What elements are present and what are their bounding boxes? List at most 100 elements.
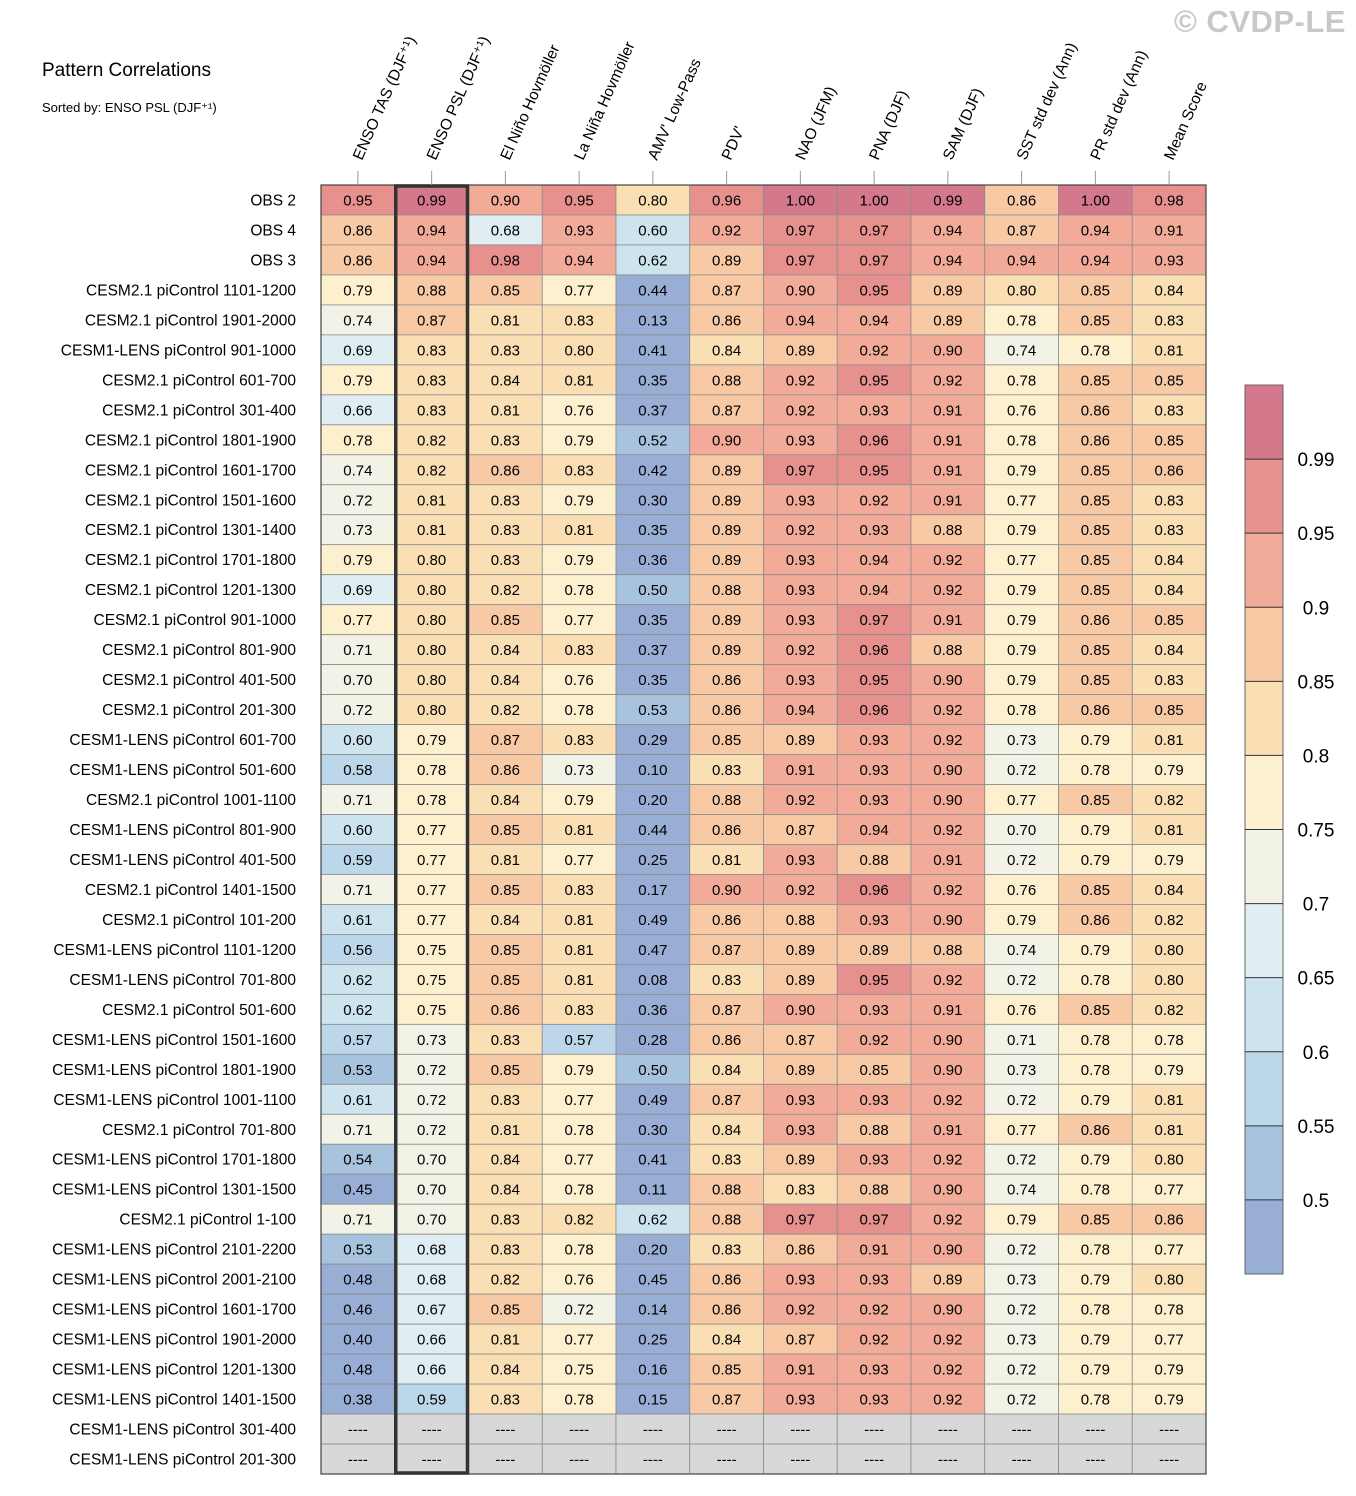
cell-value: 0.99	[417, 192, 446, 209]
cell-value: 0.79	[1007, 612, 1036, 629]
heatmap-cell	[394, 784, 469, 815]
cell-value: 0.73	[1007, 1272, 1036, 1289]
heatmap-cell	[394, 814, 469, 845]
heatmap-cell	[615, 1353, 691, 1385]
heatmap-cell	[689, 904, 764, 935]
cell-value: 0.93	[786, 1392, 815, 1409]
cell-value: 0.86	[712, 672, 741, 689]
cell-value: 0.75	[417, 1002, 446, 1019]
cell-value: 0.89	[712, 492, 741, 509]
cell-value: 0.97	[860, 1212, 889, 1229]
cell-value: 0.94	[417, 252, 446, 269]
cell-value: 0.93	[860, 1152, 889, 1169]
cell-value: 0.73	[417, 1032, 446, 1049]
cell-value: 0.92	[786, 522, 815, 539]
heatmap-cell	[910, 963, 986, 995]
cell-value: 0.82	[491, 702, 520, 719]
cell-value: 0.81	[491, 1122, 520, 1139]
heatmap-cell	[320, 1023, 396, 1055]
cell-value: 0.83	[417, 342, 446, 359]
cell-value: 0.79	[565, 432, 594, 449]
cell-value: 0.93	[860, 1272, 889, 1289]
cell-value: 0.81	[712, 852, 741, 869]
heatmap-cell	[1058, 1023, 1133, 1055]
heatmap-cell	[1131, 874, 1207, 905]
cell-value: 0.35	[638, 672, 667, 689]
cell-value: 0.78	[565, 702, 594, 719]
cell-value: 0.69	[343, 342, 372, 359]
heatmap-cell	[615, 934, 691, 965]
cell-value: 0.81	[491, 312, 520, 329]
heatmap-cell	[836, 244, 912, 276]
heatmap-cell	[910, 694, 986, 725]
cell-value: 0.97	[860, 252, 889, 269]
cell-value: 0.78	[343, 432, 372, 449]
cell-value: 0.79	[343, 372, 372, 389]
heatmap-cell	[320, 993, 396, 1025]
cell-value: 0.85	[491, 942, 520, 959]
heatmap-cell	[984, 1143, 1059, 1175]
row-label: CESM1-LENS piControl 1101-1200	[53, 942, 296, 959]
colorbar-label: 0.55	[1298, 1117, 1335, 1138]
cell-value: 0.89	[712, 552, 741, 569]
cell-value: ----	[1012, 1452, 1032, 1469]
heatmap-cell	[320, 784, 396, 815]
cell-value: 0.91	[933, 852, 962, 869]
cell-value: 0.81	[491, 402, 520, 419]
heatmap-cell	[1058, 694, 1133, 725]
cell-value: 0.93	[860, 792, 889, 809]
cell-value: 0.70	[417, 1152, 446, 1169]
heatmap-cell	[1131, 814, 1207, 845]
cell-value: 0.77	[343, 612, 372, 629]
heatmap-cell	[615, 1113, 691, 1145]
heatmap-cell	[910, 364, 986, 396]
heatmap-cell	[1131, 1263, 1207, 1295]
heatmap-cell	[541, 1233, 617, 1265]
heatmap-cell	[910, 934, 986, 965]
cell-value: 0.92	[933, 1332, 962, 1349]
cell-value: 0.86	[712, 822, 741, 839]
cell-value: 0.97	[860, 612, 889, 629]
heatmap-cell	[320, 424, 396, 456]
cell-value: 0.80	[1155, 972, 1184, 989]
row-label: CESM2.1 piControl 1001-1100	[86, 792, 296, 809]
cell-value: 0.91	[933, 1002, 962, 1019]
heatmap-cell	[468, 484, 543, 516]
heatmap-cell	[320, 274, 396, 306]
cell-value: 0.84	[491, 372, 520, 389]
heatmap-cell	[615, 754, 691, 785]
heatmap-cell	[615, 184, 691, 216]
cell-value: 0.81	[565, 372, 594, 389]
cell-value: 0.30	[638, 1122, 667, 1139]
cell-value: 0.79	[1007, 1212, 1036, 1229]
cell-value: ----	[1085, 1422, 1105, 1439]
cell-value: 0.56	[343, 942, 372, 959]
heatmap-cell	[910, 904, 986, 935]
heatmap-cell	[689, 574, 764, 606]
cell-value: 0.80	[1155, 1152, 1184, 1169]
heatmap-cell	[984, 424, 1059, 456]
cell-value: 0.85	[1081, 492, 1110, 509]
cell-value: 0.72	[1007, 1392, 1036, 1409]
cell-value: 0.93	[786, 612, 815, 629]
cell-value: 0.90	[491, 192, 520, 209]
cell-value: 0.84	[491, 672, 520, 689]
cell-value: 0.68	[491, 222, 520, 239]
cell-value: 0.53	[343, 1062, 372, 1079]
heatmap-cell	[1131, 574, 1207, 606]
heatmap-cell	[763, 1413, 838, 1445]
row-label: CESM1-LENS piControl 701-800	[69, 972, 296, 989]
cell-value: 0.80	[417, 672, 446, 689]
heatmap-cells: 0.95 0.99 0.90 0.95 0.80 0.96 1.00 1.00 0.99 0.86…	[320, 184, 1207, 1475]
heatmap-cell	[541, 424, 617, 456]
heatmap-cell	[615, 1173, 691, 1205]
cell-value: 0.79	[1007, 522, 1036, 539]
heatmap-cell	[1131, 1413, 1207, 1445]
row-label: CESM2.1 piControl 1901-2000	[85, 312, 296, 329]
cell-value: 0.79	[1081, 1092, 1110, 1109]
cell-value: 0.94	[860, 312, 889, 329]
cell-value: 0.77	[1007, 492, 1036, 509]
heatmap-cell	[1058, 544, 1133, 576]
cell-value: 0.42	[638, 462, 667, 479]
heatmap-cell	[320, 1323, 396, 1355]
